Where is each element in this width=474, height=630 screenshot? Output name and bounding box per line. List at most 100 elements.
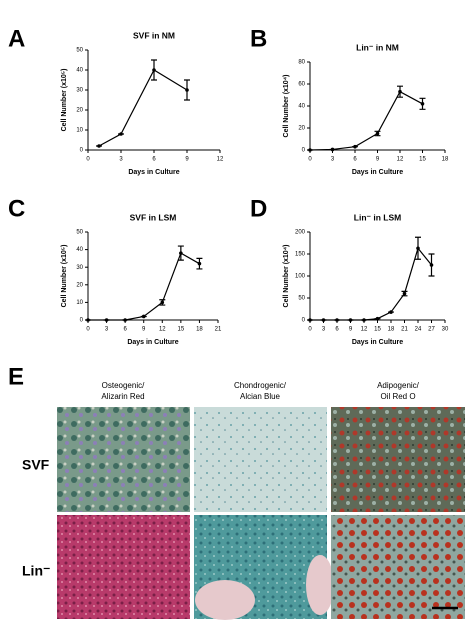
y-tick-label: 40 [76,68,83,74]
data-point [160,300,165,305]
x-axis-label: Days in Culture [128,169,179,176]
y-tick-label: 0 [80,148,84,154]
x-tick-label: 6 [335,327,339,333]
data-point [152,68,156,72]
y-tick-label: 20 [76,108,83,114]
data-point [353,144,357,149]
x-tick-label: 18 [196,327,203,333]
x-axis-label: Days in Culture [352,339,403,346]
x-tick-label: 12 [361,327,368,333]
y-tick-label: 200 [295,230,306,236]
x-tick-label: 12 [159,327,166,333]
x-tick-label: 3 [119,157,123,163]
data-point [375,316,380,321]
data-point [86,318,90,322]
x-tick-label: 9 [349,327,353,333]
x-tick-label: 15 [419,157,426,163]
data-point [398,89,402,94]
chart-title: SVF in NM [133,30,175,40]
data-line [98,69,188,147]
data-point [321,318,326,322]
data-line [310,247,432,321]
micrograph [57,407,190,512]
row-label: Lin⁻ [22,563,50,579]
y-tick-label: 10 [76,128,83,134]
data-point [348,318,353,322]
x-tick-label: 27 [428,327,435,333]
y-tick-label: 100 [295,274,306,280]
panel-label: C [8,195,25,222]
y-tick-label: 30 [76,265,83,271]
x-tick-label: 3 [105,327,109,333]
panel-label: D [250,195,267,222]
y-tick-label: 40 [76,247,83,253]
x-tick-label: 6 [123,327,127,333]
data-point [420,102,425,106]
data-point [97,144,101,148]
x-tick-label: 0 [86,157,90,163]
data-point [375,131,380,136]
data-point [402,291,407,296]
data-point [362,318,366,322]
micrograph-detail [195,580,255,620]
column-header: Alcian Blue [240,392,281,401]
y-tick-label: 60 [298,82,305,88]
x-tick-label: 18 [442,157,449,163]
micrograph [331,515,465,619]
y-axis-label: Cell Number (x10⁵) [61,69,68,132]
data-point [308,148,312,152]
data-point [185,88,189,92]
y-tick-label: 150 [295,252,306,258]
x-tick-label: 12 [217,157,224,163]
x-tick-label: 3 [322,327,326,333]
y-tick-label: 40 [298,104,305,110]
row-label: SVF [22,457,50,473]
panel-label: A [8,25,25,52]
chart-title: SVF in LSM [130,212,177,222]
y-tick-label: 50 [298,296,305,302]
y-axis-label: Cell Number (x10⁴) [283,245,290,308]
data-point [119,132,123,136]
data-point [335,318,339,322]
x-tick-label: 6 [353,157,357,163]
x-tick-label: 9 [185,157,189,163]
y-tick-label: 10 [76,300,83,306]
y-tick-label: 20 [298,126,305,132]
y-tick-label: 0 [302,318,306,324]
chart-title: Lin⁻ in NM [356,42,399,52]
x-tick-label: 0 [308,327,312,333]
column-header: Oil Red O [380,392,415,401]
x-tick-label: 6 [152,157,156,163]
y-tick-label: 50 [76,230,83,236]
column-header: Alizarin Red [101,392,144,401]
x-axis-label: Days in Culture [352,169,403,176]
y-tick-label: 0 [80,318,84,324]
column-header: Osteogenic/ [102,381,145,390]
x-tick-label: 9 [142,327,146,333]
y-tick-label: 50 [76,48,83,54]
panel-label: B [250,25,267,52]
data-point [389,310,393,314]
x-tick-label: 3 [331,157,335,163]
micrograph [194,407,327,512]
y-tick-label: 20 [76,282,83,288]
x-tick-label: 24 [415,327,422,333]
x-tick-label: 21 [401,327,408,333]
y-tick-label: 80 [298,60,305,66]
x-tick-label: 0 [308,157,312,163]
column-header: Adipogenic/ [377,381,420,390]
data-point [123,318,127,322]
x-tick-label: 0 [86,327,90,333]
data-point [330,147,335,152]
x-tick-label: 30 [442,327,449,333]
x-tick-label: 18 [388,327,395,333]
micrograph [331,407,465,512]
panel-e: E Osteogenic/ Alizarin Red Chondrogenic/… [8,363,465,620]
x-tick-label: 15 [178,327,185,333]
data-point [141,314,146,319]
y-axis-label: Cell Number (x10⁴) [283,75,290,138]
data-point [179,251,183,255]
data-point [308,318,312,322]
y-tick-label: 30 [76,88,83,94]
